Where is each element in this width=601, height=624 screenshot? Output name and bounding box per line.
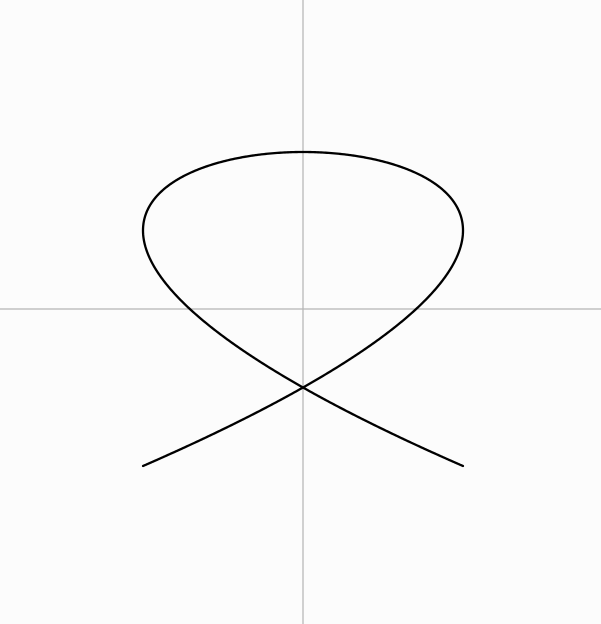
lissajous-curve bbox=[141, 150, 465, 468]
